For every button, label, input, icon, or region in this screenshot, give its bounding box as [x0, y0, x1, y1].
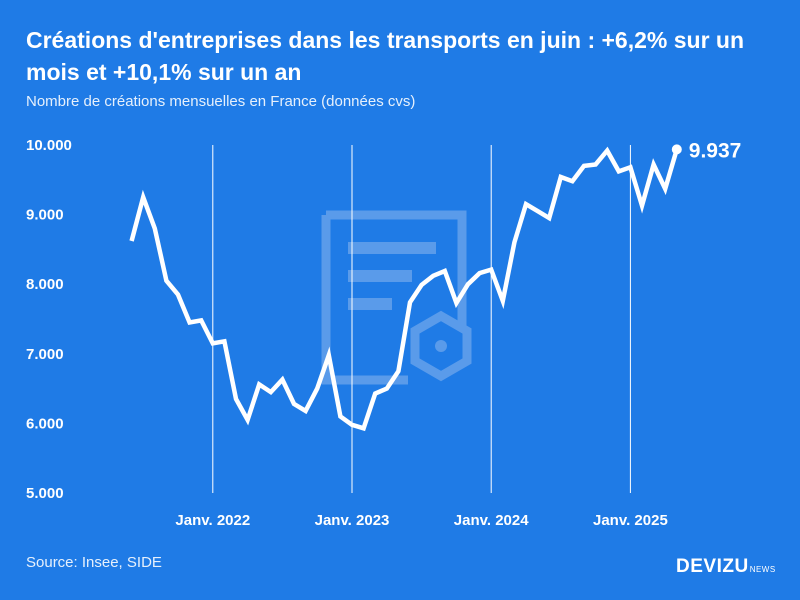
source-note: Source: Insee, SIDE: [26, 554, 162, 571]
x-tick-label: Janv. 2023: [315, 512, 390, 529]
y-tick-label: 7.000: [26, 346, 64, 363]
vertical-gridlines: [212, 145, 631, 493]
chart-subtitle: Nombre de créations mensuelles en France…: [26, 93, 416, 110]
y-tick-label: 5.000: [26, 485, 64, 502]
watermark-gear: [410, 310, 472, 382]
series-layer: 9.937: [129, 139, 742, 432]
watermark-text-line: [348, 242, 436, 254]
brand-logo: DEVIZUNEWS: [676, 556, 776, 578]
y-tick-label: 10.000: [26, 137, 72, 154]
last-value-label: 9.937: [689, 139, 742, 162]
watermark-gear-center: [435, 340, 447, 352]
brand-suffix: NEWS: [749, 565, 776, 574]
watermark-text-line: [348, 298, 392, 310]
watermark-page-side: [321, 215, 408, 385]
y-tick-label: 6.000: [26, 415, 64, 432]
last-point-marker: [671, 144, 682, 155]
watermark-text-line: [348, 270, 412, 282]
x-tick-label: Janv. 2024: [454, 512, 529, 529]
x-tick-label: Janv. 2025: [593, 512, 668, 529]
series-line: [129, 146, 679, 432]
document-gear-icon: [321, 210, 472, 385]
y-tick-label: 9.000: [26, 207, 64, 224]
y-tick-label: 8.000: [26, 276, 64, 293]
y-axis: 10.000 9.000 8.000 7.000 6.000 5.000: [26, 137, 72, 502]
brand-name: DEVIZU: [676, 556, 749, 577]
x-tick-label: Janv. 2022: [175, 512, 250, 529]
x-axis: Janv. 2022 Janv. 2023 Janv. 2024 Janv. 2025: [175, 512, 667, 529]
chart-title: Créations d'entreprises dans les transpo…: [26, 27, 745, 85]
